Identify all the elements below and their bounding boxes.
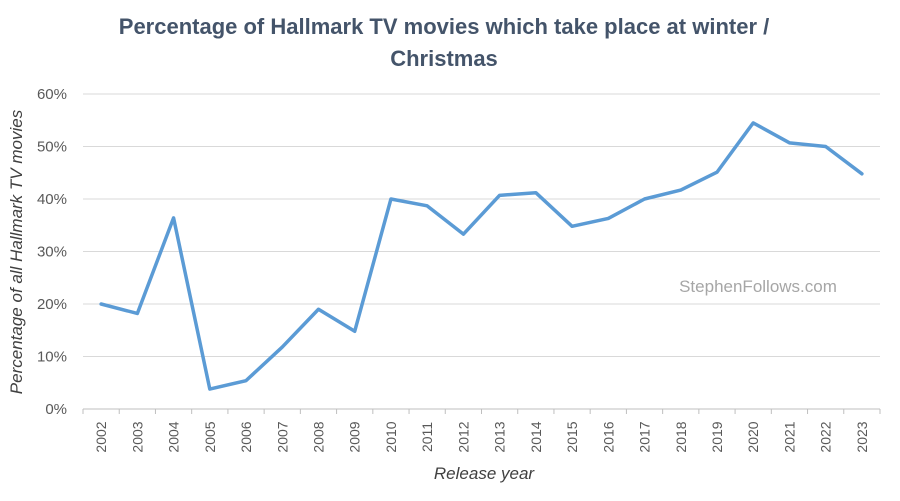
x-tick-label: 2006 [238, 421, 254, 452]
series-lines [99, 121, 864, 391]
chart-title-line-1: Percentage of Hallmark TV movies which t… [119, 14, 769, 39]
y-tick-label: 30% [37, 244, 67, 261]
x-tick-label: 2018 [673, 421, 689, 452]
gridlines [83, 93, 880, 410]
chart-title-line-2: Christmas [390, 46, 498, 71]
y-tick-label: 20% [37, 296, 67, 313]
x-tick-label: 2013 [492, 421, 508, 452]
x-axis-title: Release year [434, 464, 536, 483]
x-tick-label: 2005 [202, 421, 218, 452]
x-tick-label: 2007 [274, 421, 290, 452]
x-tick-label: 2010 [383, 421, 399, 452]
x-tick-label: 2012 [455, 421, 471, 452]
x-axis-ticks: 2002 2003 2004 2005 2006 2007 2008 2009 2010 2011… [82, 409, 881, 453]
y-tick-label: 0% [45, 401, 67, 418]
x-tick-label: 2011 [419, 422, 435, 452]
y-tick-label: 40% [37, 191, 67, 208]
x-tick-label: 2002 [93, 421, 109, 452]
x-tick-label: 2017 [637, 421, 653, 452]
x-tick-label: 2003 [129, 421, 145, 452]
y-tick-label: 60% [37, 86, 67, 103]
y-tick-label: 10% [37, 349, 67, 366]
x-tick-label: 2015 [564, 421, 580, 452]
x-tick-label: 2008 [310, 421, 326, 452]
x-tick-label: 2004 [166, 421, 182, 452]
y-axis-title: Percentage of all Hallmark TV movies [7, 109, 26, 394]
series-line [99, 121, 864, 391]
x-tick-label: 2019 [709, 421, 725, 452]
watermark: StephenFollows.com [679, 277, 837, 296]
chart-title: Percentage of Hallmark TV movies which t… [119, 14, 769, 71]
x-tick-label: 2009 [347, 421, 363, 452]
x-tick-label: 2021 [781, 421, 797, 452]
y-tick-label: 50% [37, 139, 67, 156]
x-tick-label: 2023 [854, 421, 870, 452]
x-tick-label: 2020 [745, 421, 761, 452]
y-axis-ticks: 0% 10% 20% 30% 40% 50% 60% [37, 86, 67, 418]
x-tick-label: 2014 [528, 421, 544, 452]
x-tick-label: 2016 [600, 421, 616, 452]
x-tick-label: 2022 [818, 421, 834, 452]
